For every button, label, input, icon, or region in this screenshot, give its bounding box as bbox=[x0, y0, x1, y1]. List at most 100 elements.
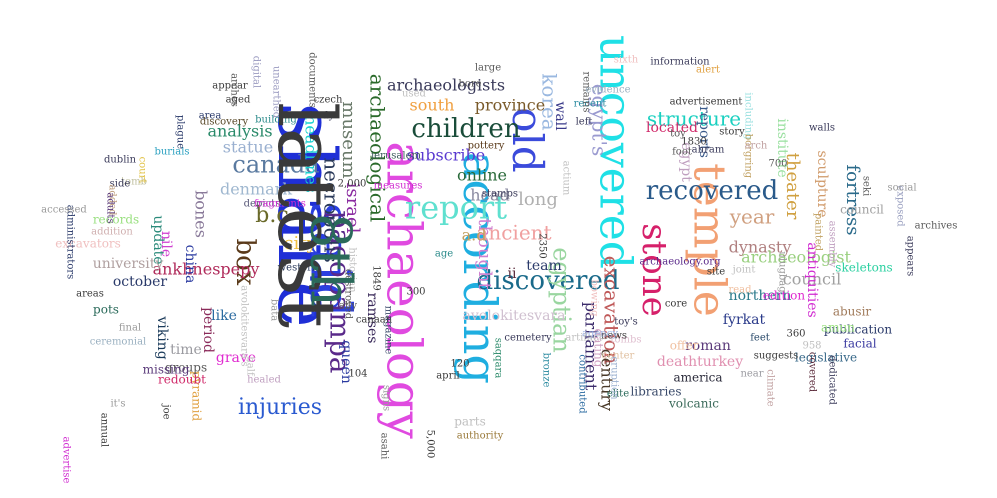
word-artifact: artifact bbox=[565, 333, 602, 344]
word-core: core bbox=[665, 299, 687, 310]
word-fortress: fortress bbox=[842, 164, 863, 235]
word-2-000: 2,000 bbox=[338, 179, 367, 190]
word-information: information bbox=[650, 57, 710, 68]
word-america: america bbox=[673, 371, 722, 385]
word-university: university bbox=[93, 256, 164, 272]
word-aged: aged bbox=[226, 95, 251, 106]
word-arches: arches bbox=[229, 73, 240, 107]
word-year: year bbox=[729, 205, 775, 229]
word-bore: bore bbox=[458, 79, 481, 90]
word-queen: queen bbox=[338, 340, 354, 384]
word-300: 300 bbox=[406, 287, 425, 298]
word-discovery: discovery bbox=[200, 117, 249, 128]
word-building: building bbox=[255, 115, 297, 126]
word-appear: appear bbox=[212, 81, 248, 92]
word-tomb: tomb bbox=[121, 177, 147, 188]
word-bones: bones bbox=[192, 190, 211, 238]
word-children: children bbox=[411, 114, 520, 144]
word-antiquities: antiquities bbox=[804, 242, 820, 318]
word-archaeologists: archaeologists bbox=[387, 76, 505, 95]
word-foot: foot bbox=[672, 147, 692, 158]
word-south: south bbox=[410, 96, 455, 115]
word-archaeology: archaeology bbox=[376, 141, 432, 438]
word-statue: statue bbox=[223, 138, 273, 157]
word-volcanic: volcanic bbox=[668, 397, 719, 411]
word-nile: nile bbox=[158, 231, 174, 257]
word-story: story bbox=[719, 127, 745, 138]
word-958: 958 bbox=[802, 341, 821, 352]
word-annual: annual bbox=[99, 413, 110, 447]
word-pottery: pottery bbox=[468, 141, 505, 152]
word-like: like bbox=[211, 308, 237, 324]
word-team: team bbox=[526, 258, 562, 274]
word-half: half bbox=[245, 356, 256, 377]
word-pyramid: pyramid bbox=[190, 371, 204, 422]
word-suggests: suggests bbox=[754, 351, 799, 362]
word-wall: wall bbox=[552, 101, 568, 131]
word-borgring: borgring bbox=[743, 134, 754, 179]
word-czech: czech bbox=[314, 95, 343, 106]
word-pots: pots bbox=[93, 303, 119, 317]
word-court: court bbox=[137, 157, 148, 184]
word-assembly: assembly bbox=[827, 221, 838, 268]
word-side: side bbox=[110, 179, 131, 190]
word-toy: toy bbox=[670, 129, 686, 140]
word-news: news bbox=[601, 331, 627, 342]
word-located: located bbox=[646, 120, 698, 136]
word-temple: temple bbox=[684, 163, 735, 317]
word-painted: painted bbox=[813, 213, 824, 252]
word-update: update bbox=[150, 215, 166, 264]
word-covered: covered bbox=[807, 352, 818, 393]
word-recent: recent bbox=[574, 99, 607, 110]
word-skeletons: skeletons bbox=[835, 261, 892, 275]
word-healed: healed bbox=[247, 375, 281, 386]
word-destroyed: destroyed bbox=[343, 269, 354, 320]
word-adults: adults bbox=[105, 192, 116, 223]
word-b-c: b.c bbox=[255, 203, 288, 228]
word-ankhnespepy: ankhnespepy bbox=[153, 260, 260, 279]
word-fyrkat: fyrkat bbox=[723, 312, 766, 328]
word-used: used bbox=[402, 89, 426, 100]
word-seki: seki bbox=[861, 176, 872, 196]
word-unearthed: unearthed bbox=[271, 66, 282, 119]
word-roman: roman bbox=[685, 338, 731, 354]
word-social: social bbox=[887, 183, 916, 194]
word-360: 360 bbox=[786, 329, 805, 340]
word-head: head bbox=[470, 186, 510, 205]
word-western: western bbox=[278, 263, 319, 274]
word-dedicated: dedicated bbox=[827, 355, 838, 405]
word-advertisement: advertisement bbox=[670, 97, 743, 108]
word-a-d: a.d bbox=[462, 226, 487, 245]
word-avolokitesvara-s: avolokitesvara's bbox=[239, 285, 250, 366]
word-asahi: asahi bbox=[379, 433, 390, 460]
word-ii: ii bbox=[508, 266, 517, 282]
word-center: center bbox=[602, 351, 635, 362]
word-digital: digital bbox=[251, 56, 262, 88]
word-structure: structure bbox=[647, 107, 741, 131]
word-elite: elite bbox=[607, 389, 629, 400]
word-pacopampa: pacopampa bbox=[324, 211, 357, 374]
word-archaeological: archaeological bbox=[366, 74, 390, 223]
word-accessed: accessed bbox=[41, 205, 87, 216]
word-body: body bbox=[310, 111, 335, 122]
word-tombs: tombs bbox=[610, 335, 641, 346]
word-near: near bbox=[740, 369, 763, 380]
word-province: province bbox=[475, 96, 545, 115]
word-feet: feet bbox=[750, 333, 770, 344]
word-egypt-s: egypt's bbox=[588, 84, 612, 157]
word-magazine: magazine bbox=[383, 306, 394, 355]
word-old: old bbox=[503, 107, 552, 173]
word-council: council bbox=[840, 203, 884, 217]
word-1830: 1830 bbox=[681, 137, 706, 148]
word-it-s: it's bbox=[110, 399, 125, 410]
word-viking: viking bbox=[154, 315, 170, 359]
word-cemetery: cemetery bbox=[504, 333, 552, 344]
word-historian: historian bbox=[347, 247, 358, 293]
word-recovered: recovered bbox=[646, 176, 779, 206]
word-evidence: evidence bbox=[585, 85, 630, 96]
word-read: read bbox=[728, 285, 752, 296]
word-advertise: advertise bbox=[61, 437, 72, 484]
word-analysis: analysis bbox=[207, 122, 272, 141]
word-edition: edition bbox=[763, 289, 806, 303]
word-share: share bbox=[260, 102, 353, 328]
